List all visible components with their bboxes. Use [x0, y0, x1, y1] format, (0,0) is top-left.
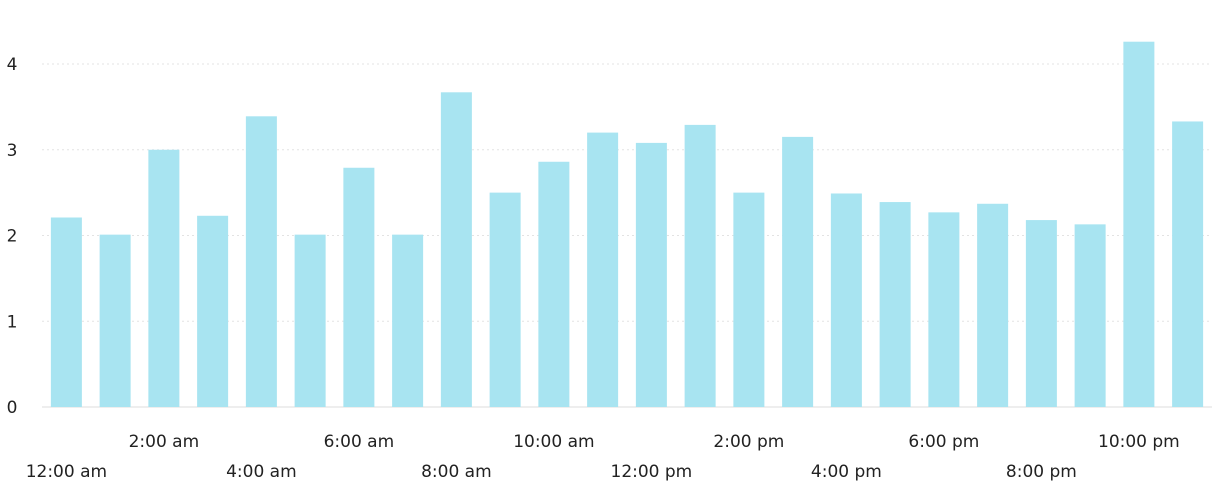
bar-4-00-pm: [830, 193, 862, 407]
bar-12-00-am: [50, 217, 82, 407]
x-tick-label: 6:00 pm: [908, 432, 979, 452]
bars-layer: [50, 41, 1204, 408]
bar-6-00-am: [343, 167, 375, 407]
y-tick-label: 3: [7, 141, 18, 161]
y-tick-label: 1: [7, 312, 18, 332]
bar-7-00-pm: [977, 203, 1009, 407]
x-tick-label: 8:00 pm: [1006, 462, 1077, 482]
x-tick-label: 2:00 am: [129, 432, 200, 452]
bar-1-00-am: [99, 234, 131, 407]
x-tick-label: 10:00 pm: [1098, 432, 1180, 452]
bar-1-00-pm: [684, 124, 716, 407]
bar-6-00-pm: [928, 212, 960, 407]
bar-10-00-am: [538, 161, 570, 407]
x-axis: 12:00 am 2:00 am 4:00 am 6:00 am 8:00 am 10:0…: [26, 432, 1180, 482]
bar-4-00-am: [245, 116, 277, 408]
y-tick-label: 0: [7, 398, 18, 418]
x-tick-label: 6:00 am: [324, 432, 395, 452]
bar-8-00-am: [440, 92, 472, 408]
bar-2-00-am: [148, 149, 180, 407]
bar-10-00-pm: [1123, 41, 1155, 407]
x-tick-label: 2:00 pm: [713, 432, 784, 452]
bar-5-00-pm: [879, 202, 911, 407]
y-tick-label: 4: [7, 55, 18, 75]
bar-9-00-pm: [1074, 224, 1106, 407]
y-axis: 0 1 2 3 4: [7, 55, 18, 418]
x-tick-label: 10:00 am: [513, 432, 594, 452]
x-tick-label: 4:00 am: [226, 462, 297, 482]
bar-9-00-am: [489, 192, 521, 407]
bar-2-00-pm: [733, 192, 765, 407]
bar-11-00-am: [587, 132, 619, 407]
bar-12-00-pm: [635, 142, 667, 407]
y-tick-label: 2: [7, 227, 18, 247]
bar-8-00-pm: [1025, 220, 1057, 407]
bar-3-00-pm: [782, 136, 814, 407]
bar-5-00-am: [294, 234, 326, 407]
bar-11-00-pm: [1172, 121, 1204, 407]
x-tick-label: 4:00 pm: [811, 462, 882, 482]
bar-7-00-am: [392, 234, 424, 407]
x-tick-label: 12:00 pm: [611, 462, 693, 482]
bar-3-00-am: [197, 215, 229, 407]
x-tick-label: 8:00 am: [421, 462, 492, 482]
x-tick-label: 12:00 am: [26, 462, 107, 482]
grid-layer: [42, 63, 1212, 408]
